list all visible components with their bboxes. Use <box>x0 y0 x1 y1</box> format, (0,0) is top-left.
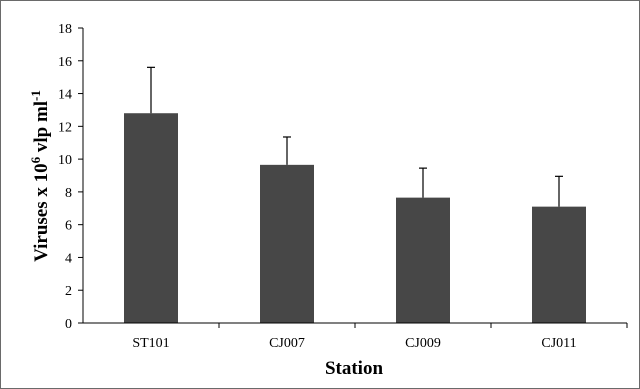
x-tick-label: CJ011 <box>541 336 576 351</box>
tick-labels-layer: ST101 CJ007 CJ009 CJ011 0 2 4 6 8 10 12 14 16 18 <box>58 22 577 351</box>
y-axis-title-base: Viruses x 10 <box>31 163 52 262</box>
bar-st101 <box>124 113 178 323</box>
x-tick-label: ST101 <box>132 336 169 351</box>
y-tick-label: 12 <box>58 120 72 135</box>
bar-cj007 <box>260 164 314 323</box>
bars-layer <box>124 113 586 323</box>
y-axis-title-unit-exponent: -1 <box>28 90 43 101</box>
y-axis-title-base-exponent: 6 <box>28 156 43 163</box>
error-bar-cj011 <box>555 175 563 207</box>
x-tick-label: CJ009 <box>405 336 441 351</box>
y-tick-label: 18 <box>58 22 72 37</box>
error-bar-st101 <box>147 66 155 114</box>
error-bar-cj009 <box>419 167 427 198</box>
error-bar-cj007 <box>283 136 291 165</box>
y-tick-label: 8 <box>65 186 72 201</box>
y-tick-label: 2 <box>65 284 72 299</box>
error-bars-layer <box>147 66 563 207</box>
y-tick-label: 4 <box>65 251 72 266</box>
x-tick-label: CJ007 <box>269 336 305 351</box>
y-tick-label: 16 <box>58 55 72 70</box>
y-tick-label: 0 <box>65 317 72 332</box>
y-tick-label: 14 <box>58 88 72 103</box>
x-axis-title: Station <box>325 358 384 379</box>
y-axis-title-unit: vlp ml <box>31 101 52 157</box>
axes-layer <box>78 27 628 328</box>
y-axis-title: Viruses x 106 vlp ml-1 <box>28 90 53 262</box>
y-tick-label: 10 <box>58 153 72 168</box>
y-tick-label: 6 <box>65 219 72 234</box>
bar-cj011 <box>532 206 586 323</box>
bar-cj009 <box>396 197 450 323</box>
